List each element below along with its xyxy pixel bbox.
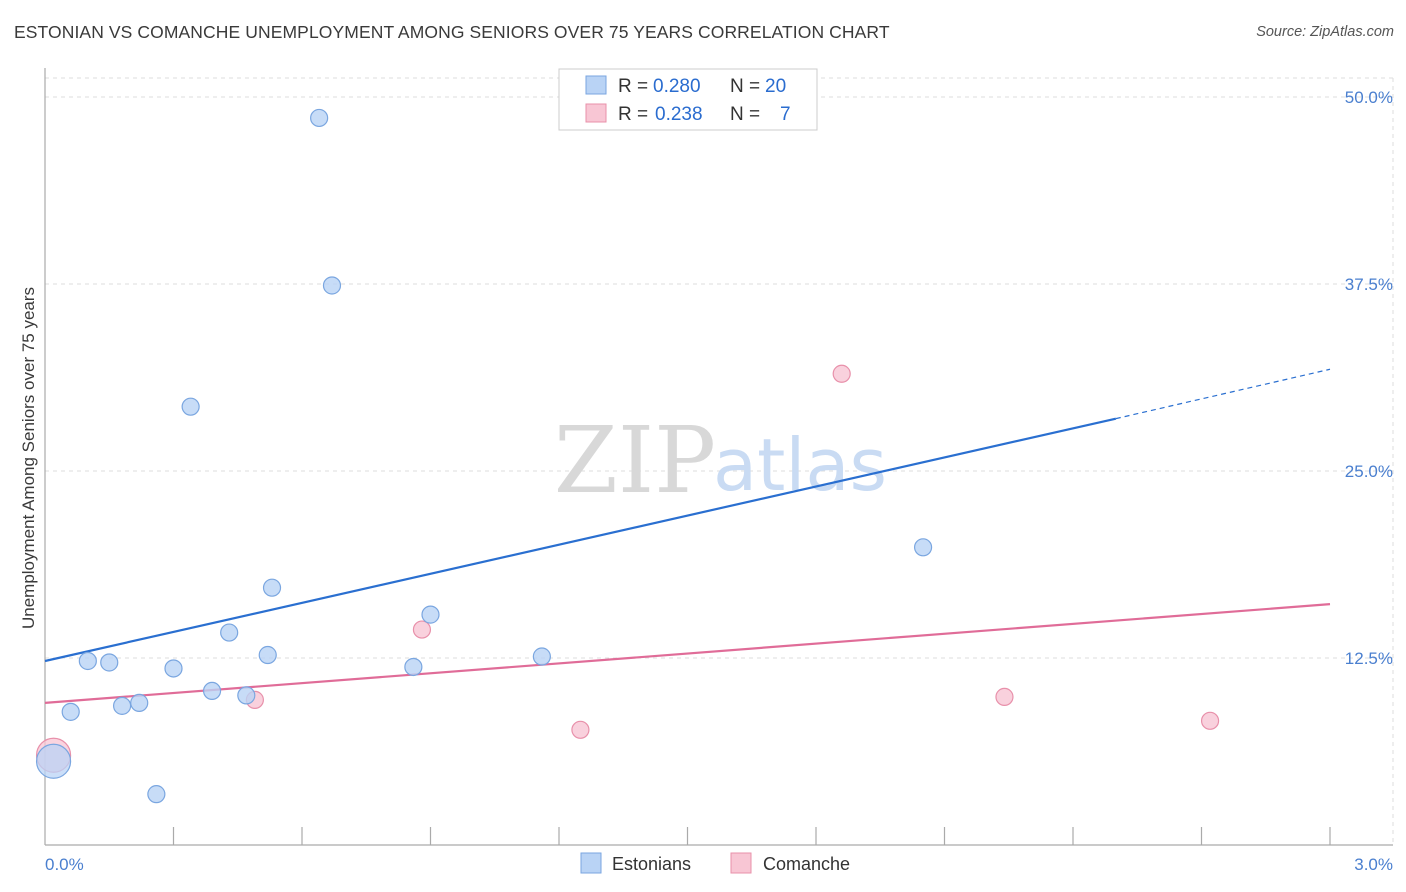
comanche-point-2 <box>412 620 432 639</box>
legend-r-value-2: 0.238 <box>655 104 703 125</box>
estonian-point-16 <box>404 657 423 677</box>
y-tick-label-3: 50.0% <box>1345 88 1393 107</box>
y-tick-label-2: 37.5% <box>1345 275 1393 294</box>
estonian-point-0 <box>35 743 72 779</box>
legend-n-value-2: 7 <box>780 104 791 125</box>
estonian-point-3 <box>100 653 119 672</box>
estonian-point-8 <box>181 397 200 416</box>
legend-swatch-comanche <box>585 103 607 123</box>
y-tick-label-1: 25.0% <box>1345 462 1393 481</box>
series-legend-swatch-estonians <box>580 852 602 874</box>
trend-line-estonians-extension <box>1115 368 1331 420</box>
estonian-point-9 <box>202 681 222 701</box>
y-tick-label-0: 12.5% <box>1345 649 1393 668</box>
estonian-point-17 <box>421 605 440 624</box>
comanche-point-5 <box>995 687 1014 706</box>
estonian-point-6 <box>147 785 166 804</box>
estonian-point-5 <box>130 693 149 712</box>
watermark-zip: ZIP <box>554 407 716 514</box>
source-label: Source: ZipAtlas.com <box>1256 24 1394 40</box>
y-axis-label: Unemployment Among Seniors over 75 years <box>19 287 38 629</box>
series-legend-swatch-comanche <box>730 852 752 874</box>
legend-r-value-1: 0.280 <box>653 76 701 97</box>
estonian-point-14 <box>310 108 329 128</box>
comanche-point-3 <box>571 720 590 739</box>
series-legend: Estonians Comanche <box>580 852 850 874</box>
watermark: ZIP atlas <box>554 407 887 514</box>
estonian-point-1 <box>61 702 80 721</box>
x-tick-labels: 0.0% 3.0% <box>45 855 1393 874</box>
trend-line-estonians <box>44 417 1117 663</box>
x-tick-label-0: 0.0% <box>45 855 84 874</box>
estonian-point-2 <box>78 651 97 671</box>
estonian-point-4 <box>112 696 132 715</box>
axes <box>44 68 1393 846</box>
comanche-point-4 <box>832 364 851 383</box>
legend-r-label-1: R = <box>618 76 648 97</box>
series-legend-label-comanche: Comanche <box>763 854 850 874</box>
estonian-point-13 <box>262 578 282 597</box>
watermark-atlas: atlas <box>713 423 887 507</box>
estonian-point-7 <box>164 659 183 678</box>
estonian-point-18 <box>532 647 551 666</box>
estonian-point-15 <box>322 276 342 295</box>
legend-n-label-1: N = <box>730 76 760 97</box>
legend-n-label-2: N = <box>730 104 760 125</box>
x-tick-label-1: 3.0% <box>1354 855 1393 874</box>
estonian-point-19 <box>913 538 933 557</box>
chart-title: ESTONIAN VS COMANCHE UNEMPLOYMENT AMONG … <box>14 22 890 42</box>
legend-swatch-estonians <box>585 75 607 95</box>
trend-lines <box>44 368 1331 704</box>
comanche-point-6 <box>1200 711 1220 730</box>
estonian-point-11 <box>237 686 256 705</box>
legend-n-value-1: 20 <box>765 76 786 97</box>
estonian-point-10 <box>220 623 239 642</box>
legend-r-label-2: R = <box>618 104 648 125</box>
series-legend-label-estonians: Estonians <box>612 854 691 874</box>
y-tick-labels: 12.5% 25.0% 37.5% 50.0% <box>1345 88 1393 668</box>
estonian-point-12 <box>258 645 277 665</box>
data-points <box>35 108 1220 804</box>
stats-legend: R = 0.280 N = 20 R = 0.238 N = 7 <box>558 68 818 131</box>
trend-line-comanche <box>44 603 1331 704</box>
